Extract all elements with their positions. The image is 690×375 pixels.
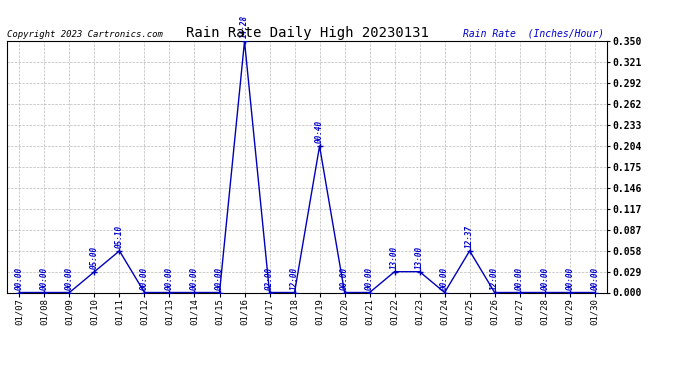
Text: 14:28: 14:28 [240,15,249,38]
Text: 00:00: 00:00 [515,267,524,290]
Text: 00:00: 00:00 [440,267,449,290]
Text: 00:00: 00:00 [365,267,374,290]
Text: Rain Rate  (Inches/Hour): Rain Rate (Inches/Hour) [463,29,604,39]
Title: Rain Rate Daily High 20230131: Rain Rate Daily High 20230131 [186,26,428,40]
Text: 00:40: 00:40 [315,120,324,143]
Text: 13:00: 13:00 [415,246,424,269]
Text: 00:00: 00:00 [590,267,599,290]
Text: 00:00: 00:00 [340,267,349,290]
Text: 00:00: 00:00 [215,267,224,290]
Text: 00:00: 00:00 [540,267,549,290]
Text: 13:00: 13:00 [390,246,399,269]
Text: 00:00: 00:00 [140,267,149,290]
Text: 12:37: 12:37 [465,225,474,248]
Text: 00:00: 00:00 [165,267,174,290]
Text: 05:00: 05:00 [90,246,99,269]
Text: 12:00: 12:00 [290,267,299,290]
Text: 00:00: 00:00 [190,267,199,290]
Text: 12:00: 12:00 [490,267,499,290]
Text: 00:00: 00:00 [65,267,74,290]
Text: 00:00: 00:00 [565,267,574,290]
Text: 00:00: 00:00 [15,267,24,290]
Text: 02:00: 02:00 [265,267,274,290]
Text: 00:00: 00:00 [40,267,49,290]
Text: Copyright 2023 Cartronics.com: Copyright 2023 Cartronics.com [7,30,163,39]
Text: 05:10: 05:10 [115,225,124,248]
